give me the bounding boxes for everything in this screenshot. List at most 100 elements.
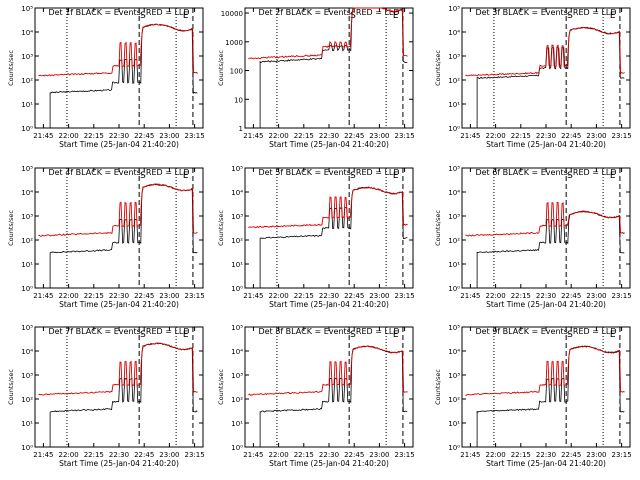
- y-tick-label: 10⁴: [231, 348, 243, 356]
- end-marker-label: E: [393, 11, 399, 21]
- x-tick-label: 22:00: [59, 132, 79, 140]
- x-tick-label: 22:15: [294, 451, 314, 459]
- y-tick-label: 10⁴: [21, 189, 33, 197]
- y-tick-label: 10⁰: [231, 444, 243, 452]
- y-tick-label: 100: [230, 68, 243, 76]
- x-tick-label: 21:45: [243, 132, 263, 140]
- x-tick-label: 22:15: [84, 292, 104, 300]
- x-tick-label: 22:00: [269, 132, 289, 140]
- x-tick-label: 22:45: [561, 132, 581, 140]
- y-tick-label: 10²: [231, 396, 243, 404]
- lld-series-line: [38, 183, 198, 237]
- x-tick-label: 23:15: [612, 451, 632, 459]
- x-tick-label: 22:45: [344, 292, 364, 300]
- chart-title: Det 9f BLACK = Events, RED = LLD: [475, 327, 616, 336]
- x-tick-label: 23:15: [395, 451, 415, 459]
- chart-panel: Det 2f BLACK = Events, RED = LLD 21:45 22:…: [217, 7, 415, 149]
- x-tick-label: 22:45: [134, 132, 154, 140]
- y-tick-label: 10²: [448, 237, 460, 245]
- start-marker-label: S: [567, 11, 573, 21]
- x-tick-label: 22:15: [84, 132, 104, 140]
- x-tick-label: 22:00: [59, 292, 79, 300]
- chart-title: Det 1f BLACK = Events, RED = LLD: [48, 8, 189, 17]
- x-tick-label: 22:30: [319, 292, 339, 300]
- x-tick-label: 23:15: [185, 292, 205, 300]
- x-tick-label: 23:15: [185, 132, 205, 140]
- y-tick-label: 10⁵: [231, 324, 243, 332]
- y-tick-label: 10³: [21, 53, 33, 61]
- y-tick-label: 10⁰: [21, 285, 33, 293]
- x-axis-label: Start Time (25-Jan-04 21:40:20): [59, 140, 179, 149]
- lld-series-line: [38, 342, 198, 396]
- end-marker-label: E: [183, 11, 189, 21]
- chart-title: Det 8f BLACK = Events, RED = LLD: [258, 327, 399, 336]
- x-tick-label: 22:00: [486, 292, 506, 300]
- y-tick-label: 10¹: [448, 101, 460, 109]
- x-tick-label: 22:15: [511, 292, 531, 300]
- x-tick-label: 22:45: [344, 132, 364, 140]
- x-tick-label: 22:15: [294, 292, 314, 300]
- chart-title: Det 6f BLACK = Events, RED = LLD: [475, 168, 616, 177]
- y-axis-label: Counts/sec: [434, 210, 442, 246]
- end-marker-label: E: [393, 171, 399, 181]
- x-tick-label: 22:00: [59, 451, 79, 459]
- x-axis-label: Start Time (25-Jan-04 21:40:20): [59, 459, 179, 468]
- end-marker-label: E: [610, 330, 616, 340]
- y-tick-label: 10⁰: [448, 444, 460, 452]
- x-tick-label: 23:00: [159, 451, 179, 459]
- y-tick-label: 10⁰: [448, 125, 460, 133]
- y-tick-label: 10⁴: [448, 348, 460, 356]
- y-tick-label: 10⁴: [21, 348, 33, 356]
- x-tick-label: 22:30: [536, 132, 556, 140]
- y-tick-label: 10¹: [21, 420, 33, 428]
- x-tick-label: 23:00: [159, 292, 179, 300]
- chart-panel: Det 5f BLACK = Events, RED = LLD 21:45 22:…: [217, 165, 415, 309]
- y-tick-label: 10⁰: [448, 285, 460, 293]
- y-tick-label: 10⁵: [21, 5, 33, 13]
- start-marker-label: S: [140, 330, 146, 340]
- y-tick-label: 10³: [448, 213, 460, 221]
- x-axis-label: Start Time (25-Jan-04 21:40:20): [486, 300, 606, 309]
- x-tick-label: 21:45: [243, 292, 263, 300]
- x-tick-label: 22:30: [536, 292, 556, 300]
- events-series-line: [476, 345, 625, 447]
- x-tick-label: 22:00: [269, 451, 289, 459]
- y-tick-label: 10⁵: [448, 165, 460, 173]
- y-tick-label: 10²: [231, 237, 243, 245]
- chart-title: Det 5f BLACK = Events, RED = LLD: [258, 168, 399, 177]
- y-tick-label: 10²: [21, 77, 33, 85]
- y-axis-label: Counts/sec: [7, 210, 15, 246]
- start-marker-label: S: [567, 330, 573, 340]
- x-tick-label: 23:15: [395, 132, 415, 140]
- x-tick-label: 22:30: [319, 132, 339, 140]
- x-tick-label: 23:15: [612, 292, 632, 300]
- start-marker-label: S: [350, 171, 356, 181]
- y-axis-label: Counts/sec: [7, 369, 15, 405]
- x-tick-label: 22:00: [486, 451, 506, 459]
- x-axis-label: Start Time (25-Jan-04 21:40:20): [269, 140, 389, 149]
- x-tick-label: 23:00: [586, 292, 606, 300]
- x-tick-label: 22:45: [134, 451, 154, 459]
- y-tick-label: 1000: [225, 39, 243, 47]
- x-axis-label: Start Time (25-Jan-04 21:40:20): [59, 300, 179, 309]
- end-marker-label: E: [393, 330, 399, 340]
- start-marker-label: S: [140, 171, 146, 181]
- y-tick-label: 10⁵: [448, 5, 460, 13]
- end-marker-label: E: [610, 11, 616, 21]
- x-tick-label: 22:30: [109, 451, 129, 459]
- x-tick-label: 23:00: [159, 132, 179, 140]
- chart-title: Det 3f BLACK = Events, RED = LLD: [475, 8, 616, 17]
- chart-panel: Det 9f BLACK = Events, RED = LLD 21:45 22:…: [434, 324, 632, 468]
- events-series-line: [49, 342, 198, 447]
- y-tick-label: 10¹: [21, 101, 33, 109]
- lld-series-line: [248, 186, 408, 229]
- x-tick-label: 23:00: [369, 451, 389, 459]
- y-tick-label: 10³: [448, 372, 460, 380]
- y-axis-label: Counts/sec: [217, 369, 225, 405]
- y-tick-label: 10⁵: [21, 324, 33, 332]
- chart-title: Det 7f BLACK = Events, RED = LLD: [48, 327, 189, 336]
- x-tick-label: 23:15: [395, 292, 415, 300]
- y-tick-label: 10⁴: [448, 29, 460, 37]
- y-tick-label: 10¹: [231, 420, 243, 428]
- x-tick-label: 22:00: [486, 132, 506, 140]
